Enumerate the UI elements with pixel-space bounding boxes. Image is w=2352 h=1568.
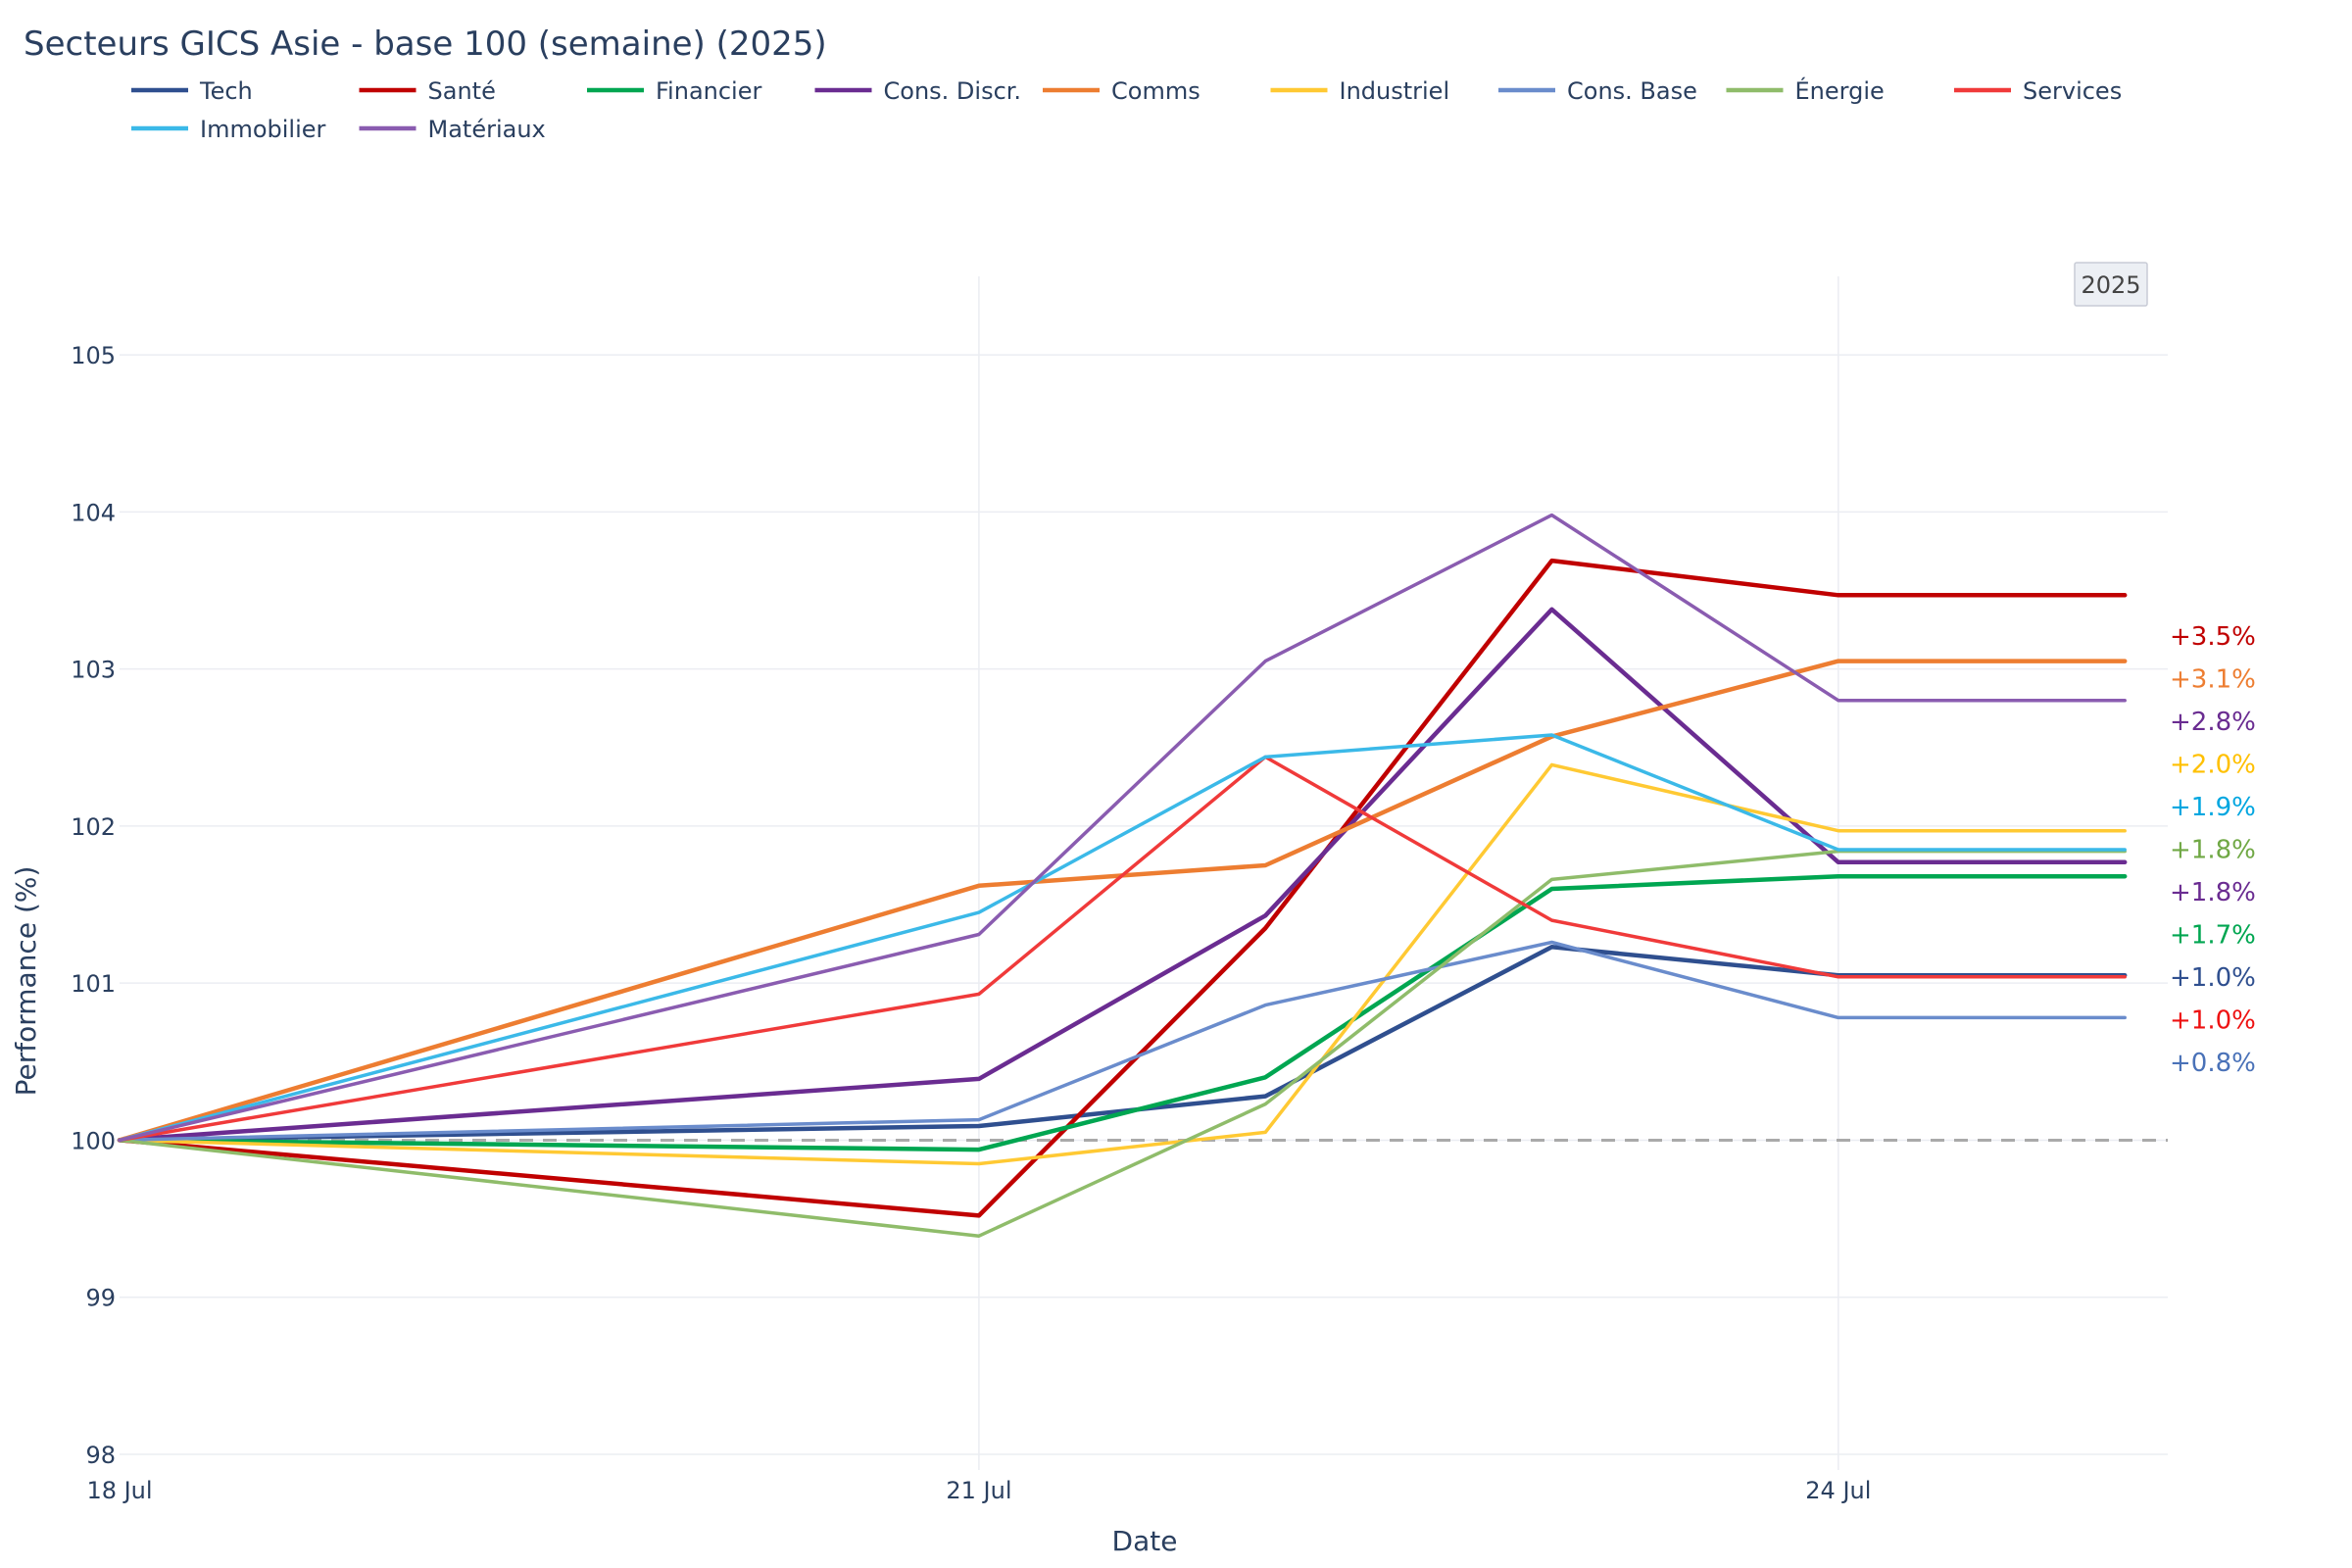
legend-item-cons-base[interactable]: Cons. Base — [1498, 77, 1697, 105]
y-tick-label: 98 — [85, 1442, 116, 1469]
legend-item-immobilier[interactable]: Immobilier — [131, 116, 326, 143]
end-label-sante: +3.5% — [2170, 622, 2256, 652]
legend: Tech Santé Financier Cons. Discr. Comms Indus… — [131, 76, 2122, 143]
series-line-cons-discr — [117, 607, 2128, 1143]
legend-label: Comms — [1111, 77, 1200, 105]
y-tick-label: 104 — [71, 499, 116, 526]
legend-item-materiaux[interactable]: Matériaux — [359, 116, 546, 143]
legend-label: Immobilier — [200, 116, 326, 143]
legend-label: Cons. Base — [1567, 77, 1697, 105]
y-tick-label: 105 — [71, 342, 116, 369]
end-label-materiaux: +2.8% — [2170, 708, 2256, 737]
series-line-cons-base — [118, 940, 2127, 1143]
legend-item-sante[interactable]: Santé — [359, 77, 496, 105]
y-tick-label: 99 — [85, 1285, 116, 1312]
chart-title: Secteurs GICS Asie - base 100 (semaine) … — [24, 24, 827, 64]
legend-item-services[interactable]: Services — [1954, 77, 2122, 105]
x-tick-label: 21 Jul — [946, 1477, 1011, 1504]
end-label-financier: +1.7% — [2170, 921, 2256, 951]
legend-label: Industriel — [1340, 77, 1450, 105]
series-lines — [117, 513, 2128, 1238]
series-line-services — [118, 755, 2127, 1143]
year-badge: 2025 — [2074, 262, 2148, 307]
end-label-immobilier: +1.9% — [2170, 793, 2256, 822]
y-tick-label: 103 — [71, 657, 116, 684]
legend-label: Santé — [428, 77, 496, 105]
legend-item-financier[interactable]: Financier — [587, 77, 761, 105]
y-axis-title: Performance (%) — [10, 866, 42, 1097]
legend-label: Cons. Discr. — [884, 77, 1022, 105]
y-tick-label: 101 — [71, 970, 116, 998]
legend-item-energie[interactable]: Énergie — [1726, 76, 1885, 105]
end-label-energie: +1.8% — [2170, 836, 2256, 865]
end-label-cons-base: +0.8% — [2170, 1049, 2256, 1078]
legend-label: Tech — [199, 77, 253, 105]
end-label-comms: +3.1% — [2170, 665, 2256, 695]
legend-item-comms[interactable]: Comms — [1043, 77, 1200, 105]
legend-item-cons-discr[interactable]: Cons. Discr. — [814, 77, 1022, 105]
end-label-tech: +1.0% — [2170, 963, 2256, 993]
legend-item-tech[interactable]: Tech — [131, 77, 253, 105]
series-line-financier — [117, 873, 2128, 1152]
legend-label: Matériaux — [428, 116, 546, 143]
x-tick-label: 18 Jul — [86, 1477, 152, 1504]
legend-label: Services — [2023, 77, 2122, 105]
legend-label: Énergie — [1795, 76, 1885, 105]
legend-item-industriel[interactable]: Industriel — [1270, 77, 1450, 105]
series-line-energie — [118, 849, 2127, 1238]
x-axis-ticks: 18 Jul 21 Jul 24 Jul — [86, 1477, 1871, 1504]
y-tick-label: 100 — [71, 1127, 116, 1154]
series-line-immobilier — [118, 733, 2127, 1143]
x-axis-title: Date — [1112, 1525, 1178, 1557]
end-label-cons-discr: +1.8% — [2170, 878, 2256, 907]
y-tick-label: 102 — [71, 813, 116, 841]
year-badge-text: 2025 — [2081, 271, 2140, 299]
end-labels: +3.5% +3.1% +2.8% +2.0% +1.9% +1.8% +1.8% +1.7%… — [2170, 622, 2256, 1078]
series-line-comms — [117, 659, 2128, 1143]
end-label-industriel: +2.0% — [2170, 751, 2256, 780]
x-tick-label: 24 Jul — [1805, 1477, 1871, 1504]
end-label-services: +1.0% — [2170, 1006, 2256, 1036]
y-axis-ticks: 98 99 100 101 102 103 104 105 — [71, 342, 116, 1469]
series-line-materiaux — [118, 513, 2127, 1143]
series-line-tech — [117, 945, 2128, 1143]
legend-label: Financier — [656, 77, 761, 105]
series-line-industriel — [118, 762, 2127, 1166]
